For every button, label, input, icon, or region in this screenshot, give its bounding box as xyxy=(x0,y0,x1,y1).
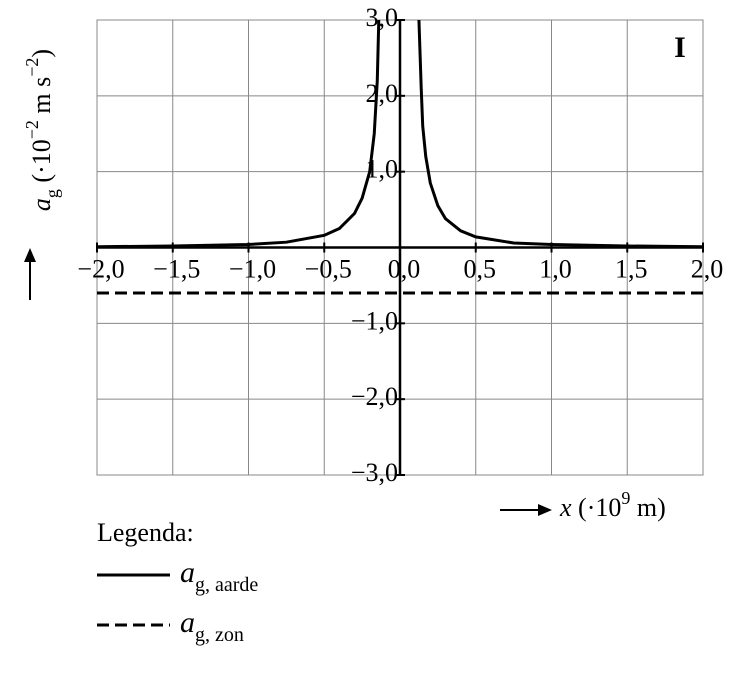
x-tick-label: −2,0 xyxy=(77,254,124,283)
legend-label: ag, zon xyxy=(180,606,244,646)
y-label-arrowhead xyxy=(24,248,36,262)
x-tick-label: 2,0 xyxy=(691,254,724,283)
x-tick-label: 1,5 xyxy=(615,254,648,283)
x-tick-label: 0,0 xyxy=(388,254,421,283)
x-tick-label: −1,0 xyxy=(229,254,276,283)
series-line xyxy=(417,19,704,249)
y-axis-label: ag (·10−2 m s−2) xyxy=(22,49,62,211)
x-label-arrowhead xyxy=(538,504,552,516)
label-part: x xyxy=(559,493,572,522)
y-tick-label: 2,0 xyxy=(366,79,399,108)
labels: −2,0 −1,5 −1,0 −0,5 0,0 0,5 1,0 1,5 2,0 −3,0 −2,0 −… xyxy=(77,3,723,487)
label-part: 9 xyxy=(621,488,630,508)
label-part: (·10 xyxy=(572,493,622,522)
label-part: −2 xyxy=(22,58,42,77)
label-part: g xyxy=(42,189,62,198)
legend-label: ag, aarde xyxy=(180,556,258,596)
legend-title: Legenda: xyxy=(97,518,194,547)
y-tick-label: 1,0 xyxy=(366,155,399,184)
x-tick-label: 0,5 xyxy=(464,254,497,283)
label-part: −2 xyxy=(22,120,42,139)
legend: ag, aarde ag, zon xyxy=(97,556,258,646)
series-line xyxy=(96,19,381,249)
plot xyxy=(96,19,704,295)
x-tick-label: 1,0 xyxy=(539,254,572,283)
y-tick-label: 3,0 xyxy=(366,3,399,32)
x-tick-label: −0,5 xyxy=(305,254,352,283)
label-part: a xyxy=(27,198,56,211)
grid xyxy=(96,19,704,476)
label-part: (·10 xyxy=(27,139,56,189)
label-part: m s xyxy=(27,77,56,120)
x-tick-label: −1,5 xyxy=(153,254,200,283)
y-tick-label: −3,0 xyxy=(351,458,398,487)
label-part: ) xyxy=(27,49,56,58)
y-tick-label: −1,0 xyxy=(351,306,398,335)
x-axis-label: x (·109 m) xyxy=(559,488,666,522)
label-part: m) xyxy=(630,493,665,522)
annotation: I xyxy=(674,31,686,64)
y-tick-label: −2,0 xyxy=(351,382,398,411)
